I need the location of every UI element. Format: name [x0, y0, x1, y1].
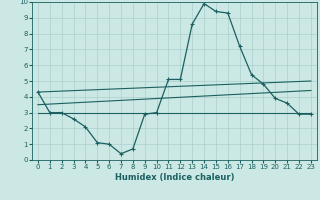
X-axis label: Humidex (Indice chaleur): Humidex (Indice chaleur) — [115, 173, 234, 182]
